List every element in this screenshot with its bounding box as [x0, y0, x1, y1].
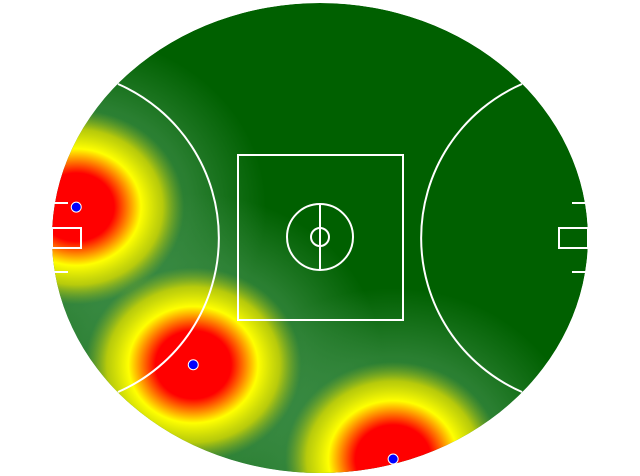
- data-point-marker: [187, 359, 199, 371]
- data-point-marker: [387, 453, 399, 465]
- centre-square: [237, 154, 404, 321]
- left-goal-square: [51, 227, 82, 249]
- data-point-marker: [70, 201, 82, 213]
- left-50m-arc: [117, 83, 220, 393]
- right-goal-square: [558, 227, 589, 249]
- right-50m-arc: [420, 83, 523, 393]
